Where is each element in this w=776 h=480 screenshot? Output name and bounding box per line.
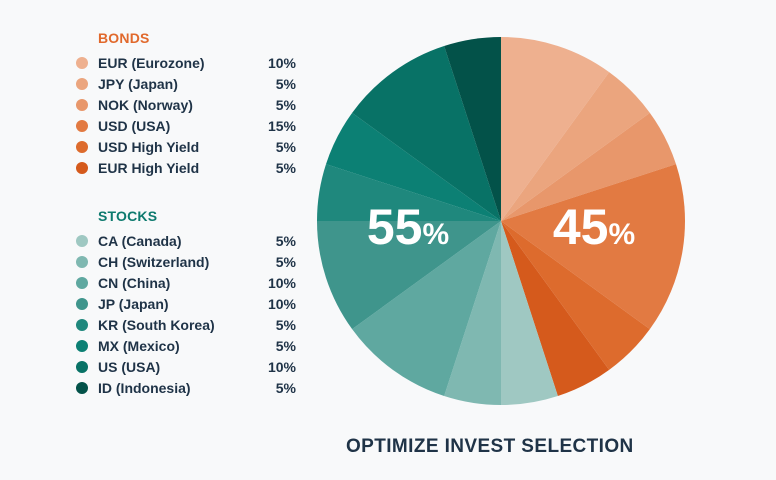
legend-dot (76, 98, 88, 111)
pie-slice-eur-eurozone (501, 37, 610, 221)
stocks-group-title: STOCKS (98, 208, 158, 224)
legend-dot (76, 161, 88, 174)
legend-group-bonds: BONDS EUR (Eurozone) 10% JPY (Japan) 5% … (76, 30, 296, 178)
legend-dot (76, 297, 88, 310)
legend-row: JPY (Japan) 5% (76, 73, 296, 94)
legend-dot (76, 234, 88, 247)
pie-slice-ch-switzerland (444, 221, 501, 405)
legend-row: CN (China) 10% (76, 272, 296, 293)
legend-value: 10% (267, 54, 296, 71)
chart-footer-title: OPTIMIZE INVEST SELECTION (346, 436, 634, 457)
legend-dot (76, 276, 88, 289)
legend-row: JP (Japan) 10% (76, 293, 296, 314)
legend-row: MX (Mexico) 5% (76, 335, 296, 356)
bonds-group-title: BONDS (98, 30, 150, 46)
legend-value: 5% (275, 138, 296, 155)
legend-row: US (USA) 10% (76, 356, 296, 377)
legend-label: EUR (Eurozone) (98, 54, 205, 71)
legend-value: 10% (267, 295, 296, 312)
legend-dot (76, 119, 88, 132)
legend-dot (76, 318, 88, 331)
pie-slice-usd-high-yield (501, 221, 650, 370)
pie-slice-ca-canada (501, 221, 558, 405)
legend-dot (76, 360, 88, 373)
legend-label: KR (South Korea) (98, 316, 215, 333)
legend-row: KR (South Korea) 5% (76, 314, 296, 335)
legend: BONDS EUR (Eurozone) 10% JPY (Japan) 5% … (76, 30, 296, 398)
legend-value: 10% (267, 358, 296, 375)
stocks-total-label: 55% (367, 199, 449, 255)
legend-row: EUR (Eurozone) 10% (76, 52, 296, 73)
legend-dot (76, 381, 88, 394)
legend-row: CA (Canada) 5% (76, 230, 296, 251)
bonds-total-value: 45 (553, 199, 609, 255)
legend-row: NOK (Norway) 5% (76, 94, 296, 115)
legend-dot (76, 140, 88, 153)
legend-label: MX (Mexico) (98, 337, 180, 354)
pie-slices (317, 37, 685, 405)
pie-slice-nok-norway (501, 112, 676, 221)
legend-dot (76, 56, 88, 69)
legend-label: USD High Yield (98, 138, 200, 155)
legend-group-stocks: STOCKS CA (Canada) 5% CH (Switzerland) 5… (76, 208, 296, 398)
legend-label: EUR High Yield (98, 159, 200, 176)
pie-slice-id-indonesia (444, 37, 501, 221)
stocks-total-value: 55 (367, 199, 423, 255)
legend-row: USD High Yield 5% (76, 136, 296, 157)
stocks-total-unit: % (422, 218, 449, 251)
legend-value: 5% (275, 232, 296, 249)
legend-label: JP (Japan) (98, 295, 169, 312)
pie-slice-usd-usa (501, 164, 685, 330)
legend-label: JPY (Japan) (98, 75, 178, 92)
legend-value: 5% (275, 253, 296, 270)
legend-row: EUR High Yield 5% (76, 157, 296, 178)
legend-label: NOK (Norway) (98, 96, 193, 113)
legend-label: CH (Switzerland) (98, 253, 210, 270)
pie-slice-jpy-japan (501, 72, 650, 221)
pie-slice-cn-china (352, 221, 501, 396)
legend-row: ID (Indonesia) 5% (76, 377, 296, 398)
pie-slice-kr-south-korea (317, 164, 501, 221)
pie-slice-us-usa (352, 46, 501, 222)
bonds-total-label: 45% (553, 199, 635, 255)
pie-slice-jp-japan (317, 221, 501, 330)
legend-label: USD (USA) (98, 117, 171, 134)
legend-value: 5% (275, 75, 296, 92)
legend-value: 10% (267, 274, 296, 291)
legend-dot (76, 77, 88, 90)
legend-value: 5% (275, 159, 296, 176)
legend-value: 5% (275, 316, 296, 333)
legend-dot (76, 255, 88, 268)
bonds-total-unit: % (608, 218, 635, 251)
legend-label: CA (Canada) (98, 232, 182, 249)
legend-row: CH (Switzerland) 5% (76, 251, 296, 272)
legend-label: US (USA) (98, 358, 161, 375)
legend-label: ID (Indonesia) (98, 379, 191, 396)
legend-row: USD (USA) 15% (76, 115, 296, 136)
legend-value: 15% (267, 117, 296, 134)
legend-value: 5% (275, 96, 296, 113)
legend-value: 5% (275, 337, 296, 354)
legend-dot (76, 339, 88, 352)
pie-slice-eur-high-yield (501, 221, 610, 396)
pie-slice-mx-mexico (326, 112, 501, 221)
legend-value: 5% (275, 379, 296, 396)
legend-label: CN (China) (98, 274, 171, 291)
